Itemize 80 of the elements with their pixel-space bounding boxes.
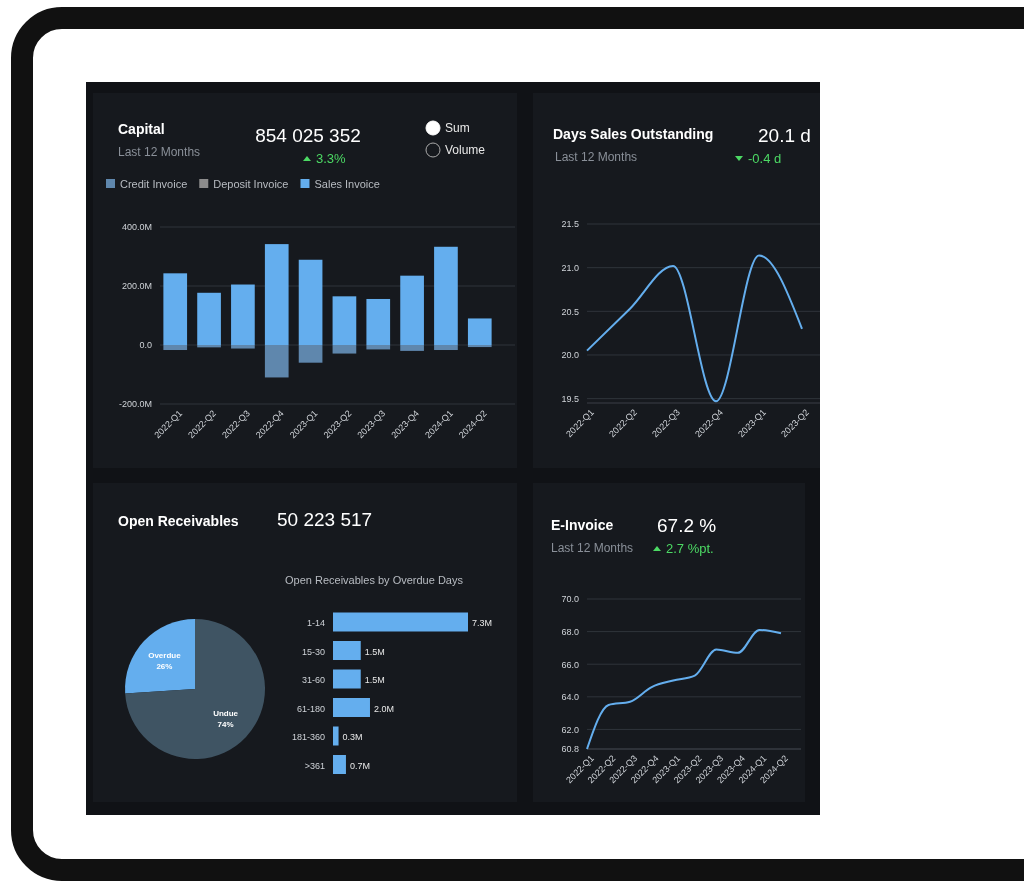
y-tick-label: 20.0 <box>561 350 579 361</box>
legend-label: Deposit Invoice <box>213 178 289 190</box>
line-series <box>586 254 803 403</box>
text: 67.2 % <box>657 515 717 536</box>
bar <box>163 345 188 351</box>
bar <box>467 318 492 345</box>
y-tick-label: 181-360 <box>291 732 325 742</box>
chart-title: Open Receivables by Overdue Days <box>285 574 464 586</box>
y-tick-label: 400.0M <box>121 222 152 233</box>
y-tick-label: 21.0 <box>561 263 579 274</box>
data-label: 0.3M <box>342 732 363 742</box>
y-tick-label: 66.0 <box>561 659 579 670</box>
bar <box>333 698 370 717</box>
line-series <box>586 628 782 750</box>
chart-title: Open Receivables <box>118 513 239 529</box>
bar <box>332 345 357 354</box>
bar <box>264 244 289 345</box>
y-tick-label: 64.0 <box>561 692 579 703</box>
data-label: 0.7M <box>349 760 370 771</box>
text: 854 025 352 <box>255 125 361 146</box>
bar <box>333 612 468 632</box>
bar <box>298 345 323 363</box>
data-label: 74% <box>217 719 234 729</box>
y-tick-label: 15-30 <box>301 646 325 657</box>
y-tick-label: 19.5 <box>561 394 579 405</box>
bar <box>197 292 221 345</box>
y-tick-label: >361 <box>304 760 325 771</box>
bar <box>467 345 492 348</box>
y-tick-label: 70.0 <box>561 594 579 605</box>
chart-title: Days Sales Outstanding <box>553 126 714 142</box>
y-tick-label: 0.0 <box>139 340 152 351</box>
y-tick-label: 68.0 <box>561 626 579 637</box>
legend-label: Sales Invoice <box>314 178 380 190</box>
text: 2.7 %pt. <box>666 541 714 556</box>
y-tick-label: 31-60 <box>301 675 325 685</box>
data-label: 26% <box>156 662 173 672</box>
text: Volume <box>445 143 486 157</box>
text: 50 223 517 <box>277 509 373 530</box>
y-tick-label: 20.5 <box>561 306 579 317</box>
bar <box>333 641 361 660</box>
bar <box>231 345 255 349</box>
y-tick-label: 1-14 <box>306 618 325 628</box>
bar <box>264 345 289 378</box>
pie-slice <box>125 619 265 759</box>
bar <box>333 755 346 774</box>
chart-subtitle: Last 12 Months <box>118 145 201 159</box>
chart-subtitle: Last 12 Months <box>551 541 634 555</box>
data-label: 7.3M <box>472 618 493 628</box>
y-tick-label: 60.8 <box>561 744 579 755</box>
legend-label: Credit Invoice <box>120 178 188 190</box>
text: Sum <box>445 121 470 135</box>
slice-label: Overdue <box>148 651 182 661</box>
chart-subtitle: Last 12 Months <box>555 150 638 164</box>
bar <box>366 298 391 345</box>
chart-title: Capital <box>118 121 165 137</box>
data-label: 2.0M <box>373 703 394 714</box>
bar <box>231 284 255 345</box>
y-tick-label: 200.0M <box>121 281 152 292</box>
bar <box>434 345 458 351</box>
y-tick-label: 21.5 <box>561 219 579 230</box>
y-tick-label: 62.0 <box>561 724 579 735</box>
data-label: 1.5M <box>364 675 385 685</box>
text: 20.1 d <box>758 125 811 146</box>
bar <box>434 246 458 345</box>
text: -0.4 d <box>748 151 782 166</box>
y-tick-label: 61-180 <box>296 703 325 714</box>
bar <box>332 296 357 345</box>
bar <box>333 669 361 689</box>
bar <box>366 345 391 350</box>
y-tick-label: -200.0M <box>118 399 152 410</box>
bar <box>400 275 424 345</box>
chart-title: E-Invoice <box>551 517 614 533</box>
bar <box>163 273 188 345</box>
text: 3.3% <box>316 151 347 166</box>
slice-label: Undue <box>213 708 239 718</box>
data-label: 1.5M <box>364 646 385 657</box>
pie-slice <box>125 619 195 694</box>
bar <box>298 259 323 345</box>
bar <box>333 726 339 746</box>
bar <box>400 345 424 351</box>
